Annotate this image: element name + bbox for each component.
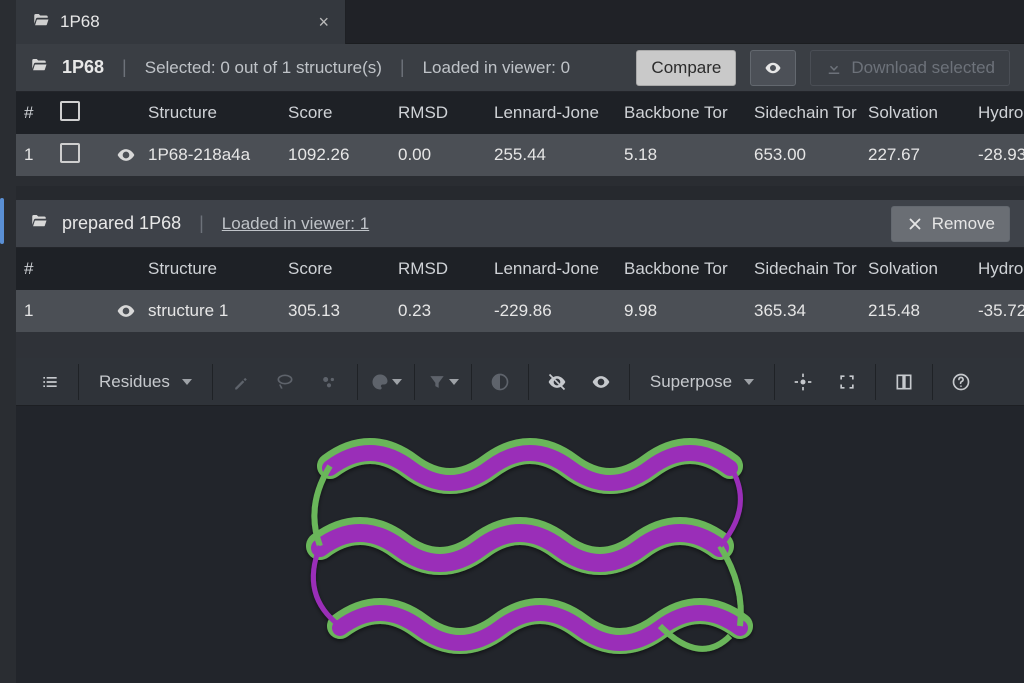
panel-2-header: prepared 1P68 | Loaded in viewer: 1 Remo… xyxy=(16,200,1024,248)
center-icon[interactable] xyxy=(781,362,825,402)
list-icon[interactable] xyxy=(28,362,72,402)
protein-ribbon xyxy=(270,406,770,683)
help-icon[interactable] xyxy=(939,362,983,402)
structures-table-1: # Structure Score RMSD Lennard-Jone Back… xyxy=(16,92,1024,176)
table-row[interactable]: 1 1P68-218a4a 1092.26 0.00 255.44 5.18 6… xyxy=(16,134,1024,176)
table-header-row: # Structure Score RMSD Lennard-Jone Back… xyxy=(16,92,1024,134)
close-icon xyxy=(906,215,924,233)
structures-table-2: # Structure Score RMSD Lennard-Jone Back… xyxy=(16,248,1024,332)
eye-icon xyxy=(764,59,782,77)
download-selected-button[interactable]: Download selected xyxy=(810,50,1010,86)
residues-dropdown[interactable]: Residues xyxy=(85,362,206,402)
select-all-checkbox[interactable] xyxy=(60,101,80,121)
structure-viewer[interactable] xyxy=(16,406,1024,683)
superpose-dropdown[interactable]: Superpose xyxy=(636,362,768,402)
close-icon[interactable]: × xyxy=(318,12,329,33)
row-checkbox[interactable] xyxy=(60,143,80,163)
viewer-toolbar: Residues Superpose xyxy=(16,358,1024,406)
fullscreen-icon[interactable] xyxy=(825,362,869,402)
panel-1-selected: Selected: 0 out of 1 structure(s) xyxy=(145,58,382,78)
palette-icon[interactable] xyxy=(364,362,408,402)
compare-panes-icon[interactable] xyxy=(882,362,926,402)
eye-icon[interactable] xyxy=(579,362,623,402)
eye-icon[interactable] xyxy=(112,301,144,321)
folder-open-icon xyxy=(30,212,48,235)
tab-bar: 1P68 × xyxy=(16,0,1024,44)
remove-button[interactable]: Remove xyxy=(891,206,1010,242)
table-row[interactable]: 1 structure 1 305.13 0.23 -229.86 9.98 3… xyxy=(16,290,1024,332)
contrast-icon[interactable] xyxy=(478,362,522,402)
tab-1p68[interactable]: 1P68 × xyxy=(16,0,346,44)
tab-title: 1P68 xyxy=(60,12,100,32)
wand-icon[interactable] xyxy=(219,362,263,402)
eye-off-icon[interactable] xyxy=(535,362,579,402)
panel-1-name: 1P68 xyxy=(62,57,104,78)
folder-open-icon xyxy=(30,56,48,79)
folder-open-icon xyxy=(32,11,50,34)
filter-icon[interactable] xyxy=(421,362,465,402)
download-icon xyxy=(825,59,843,77)
lasso-icon[interactable] xyxy=(263,362,307,402)
panel-2-loaded[interactable]: Loaded in viewer: 1 xyxy=(222,214,369,234)
atoms-icon[interactable] xyxy=(307,362,351,402)
panel-1-loaded: Loaded in viewer: 0 xyxy=(423,58,570,78)
panel-2-name: prepared 1P68 xyxy=(62,213,181,234)
compare-button[interactable]: Compare xyxy=(636,50,736,86)
visibility-button[interactable] xyxy=(750,50,796,86)
eye-icon[interactable] xyxy=(112,145,144,165)
panel-1-header: 1P68 | Selected: 0 out of 1 structure(s)… xyxy=(16,44,1024,92)
table-header-row: # Structure Score RMSD Lennard-Jone Back… xyxy=(16,248,1024,290)
